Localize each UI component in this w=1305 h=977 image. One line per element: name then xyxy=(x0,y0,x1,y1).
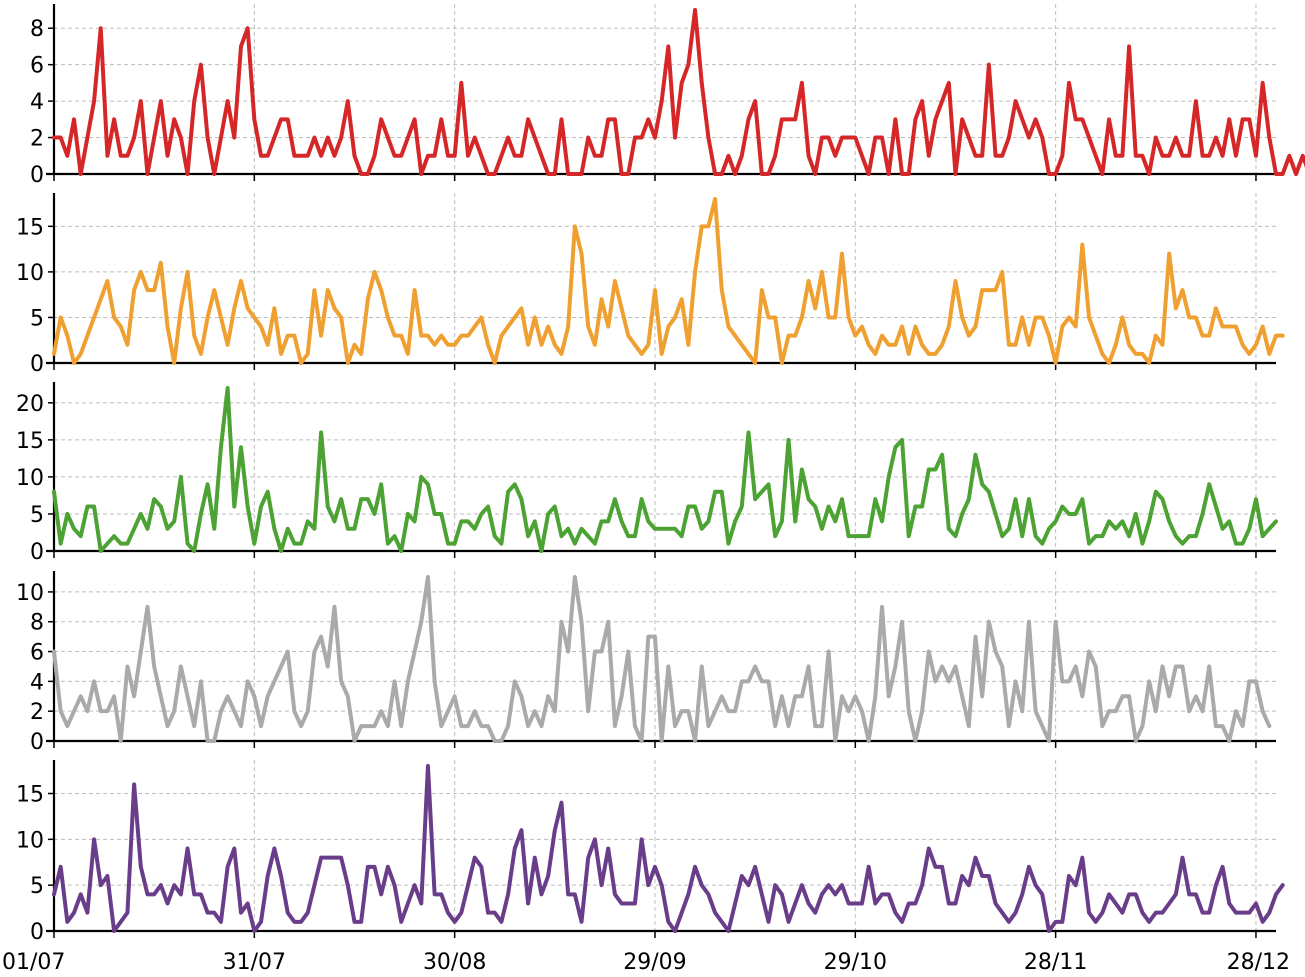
x-tick-label: 31/07 xyxy=(223,950,286,975)
y-tick-label: 6 xyxy=(30,54,44,79)
y-tick-label: 5 xyxy=(30,874,44,899)
y-tick-label: 10 xyxy=(16,261,44,286)
y-tick-label: 8 xyxy=(30,611,44,636)
x-tick-label: 28/11 xyxy=(1024,950,1087,975)
series-line-5 xyxy=(52,764,1285,933)
y-tick-label: 4 xyxy=(30,90,44,115)
x-tick-label: 30/08 xyxy=(423,950,486,975)
x-tick-label: 29/09 xyxy=(623,950,686,975)
series-line-1 xyxy=(52,8,1305,176)
y-tick-label: 10 xyxy=(16,581,44,606)
y-tick-label: 20 xyxy=(16,392,44,417)
y-tick-label: 0 xyxy=(30,352,44,377)
series-line-2 xyxy=(52,197,1285,365)
y-tick-label: 4 xyxy=(30,670,44,695)
y-tick-label: 2 xyxy=(30,127,44,152)
y-tick-label: 15 xyxy=(16,783,44,808)
y-tick-label: 0 xyxy=(30,540,44,565)
y-tick-label: 2 xyxy=(30,700,44,725)
y-tick-label: 15 xyxy=(16,215,44,240)
y-tick-label: 10 xyxy=(16,466,44,491)
y-tick-label: 0 xyxy=(30,163,44,188)
y-tick-label: 5 xyxy=(30,306,44,331)
y-tick-label: 15 xyxy=(16,429,44,454)
tick-labels: 0 2 4 6 8 0 5 10 15 0 5 10 15 20 0 2 4 6 8 10 0 5 10 15 01/07 31/… xyxy=(2,17,1290,975)
series-line-4 xyxy=(52,575,1272,743)
axes xyxy=(46,4,1276,938)
y-tick-label: 8 xyxy=(30,17,44,42)
x-tick-label: 28/12 xyxy=(1227,950,1290,975)
x-tick-label: 29/10 xyxy=(824,950,887,975)
y-tick-label: 6 xyxy=(30,641,44,666)
y-tick-label: 0 xyxy=(30,920,44,945)
y-tick-label: 5 xyxy=(30,503,44,528)
y-tick-label: 10 xyxy=(16,828,44,853)
x-tick-label: 01/07 xyxy=(2,950,65,975)
series-line-3 xyxy=(52,386,1278,553)
y-tick-label: 0 xyxy=(30,730,44,755)
series-lines xyxy=(52,8,1305,933)
gridlines xyxy=(54,4,1276,931)
